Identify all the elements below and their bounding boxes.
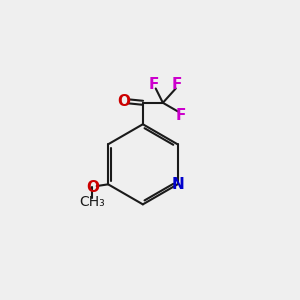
- Text: CH₃: CH₃: [80, 195, 105, 209]
- Text: F: F: [176, 108, 186, 123]
- Text: O: O: [118, 94, 131, 109]
- Text: F: F: [172, 77, 182, 92]
- Text: N: N: [172, 177, 184, 192]
- Text: O: O: [86, 180, 99, 195]
- Text: F: F: [149, 77, 160, 92]
